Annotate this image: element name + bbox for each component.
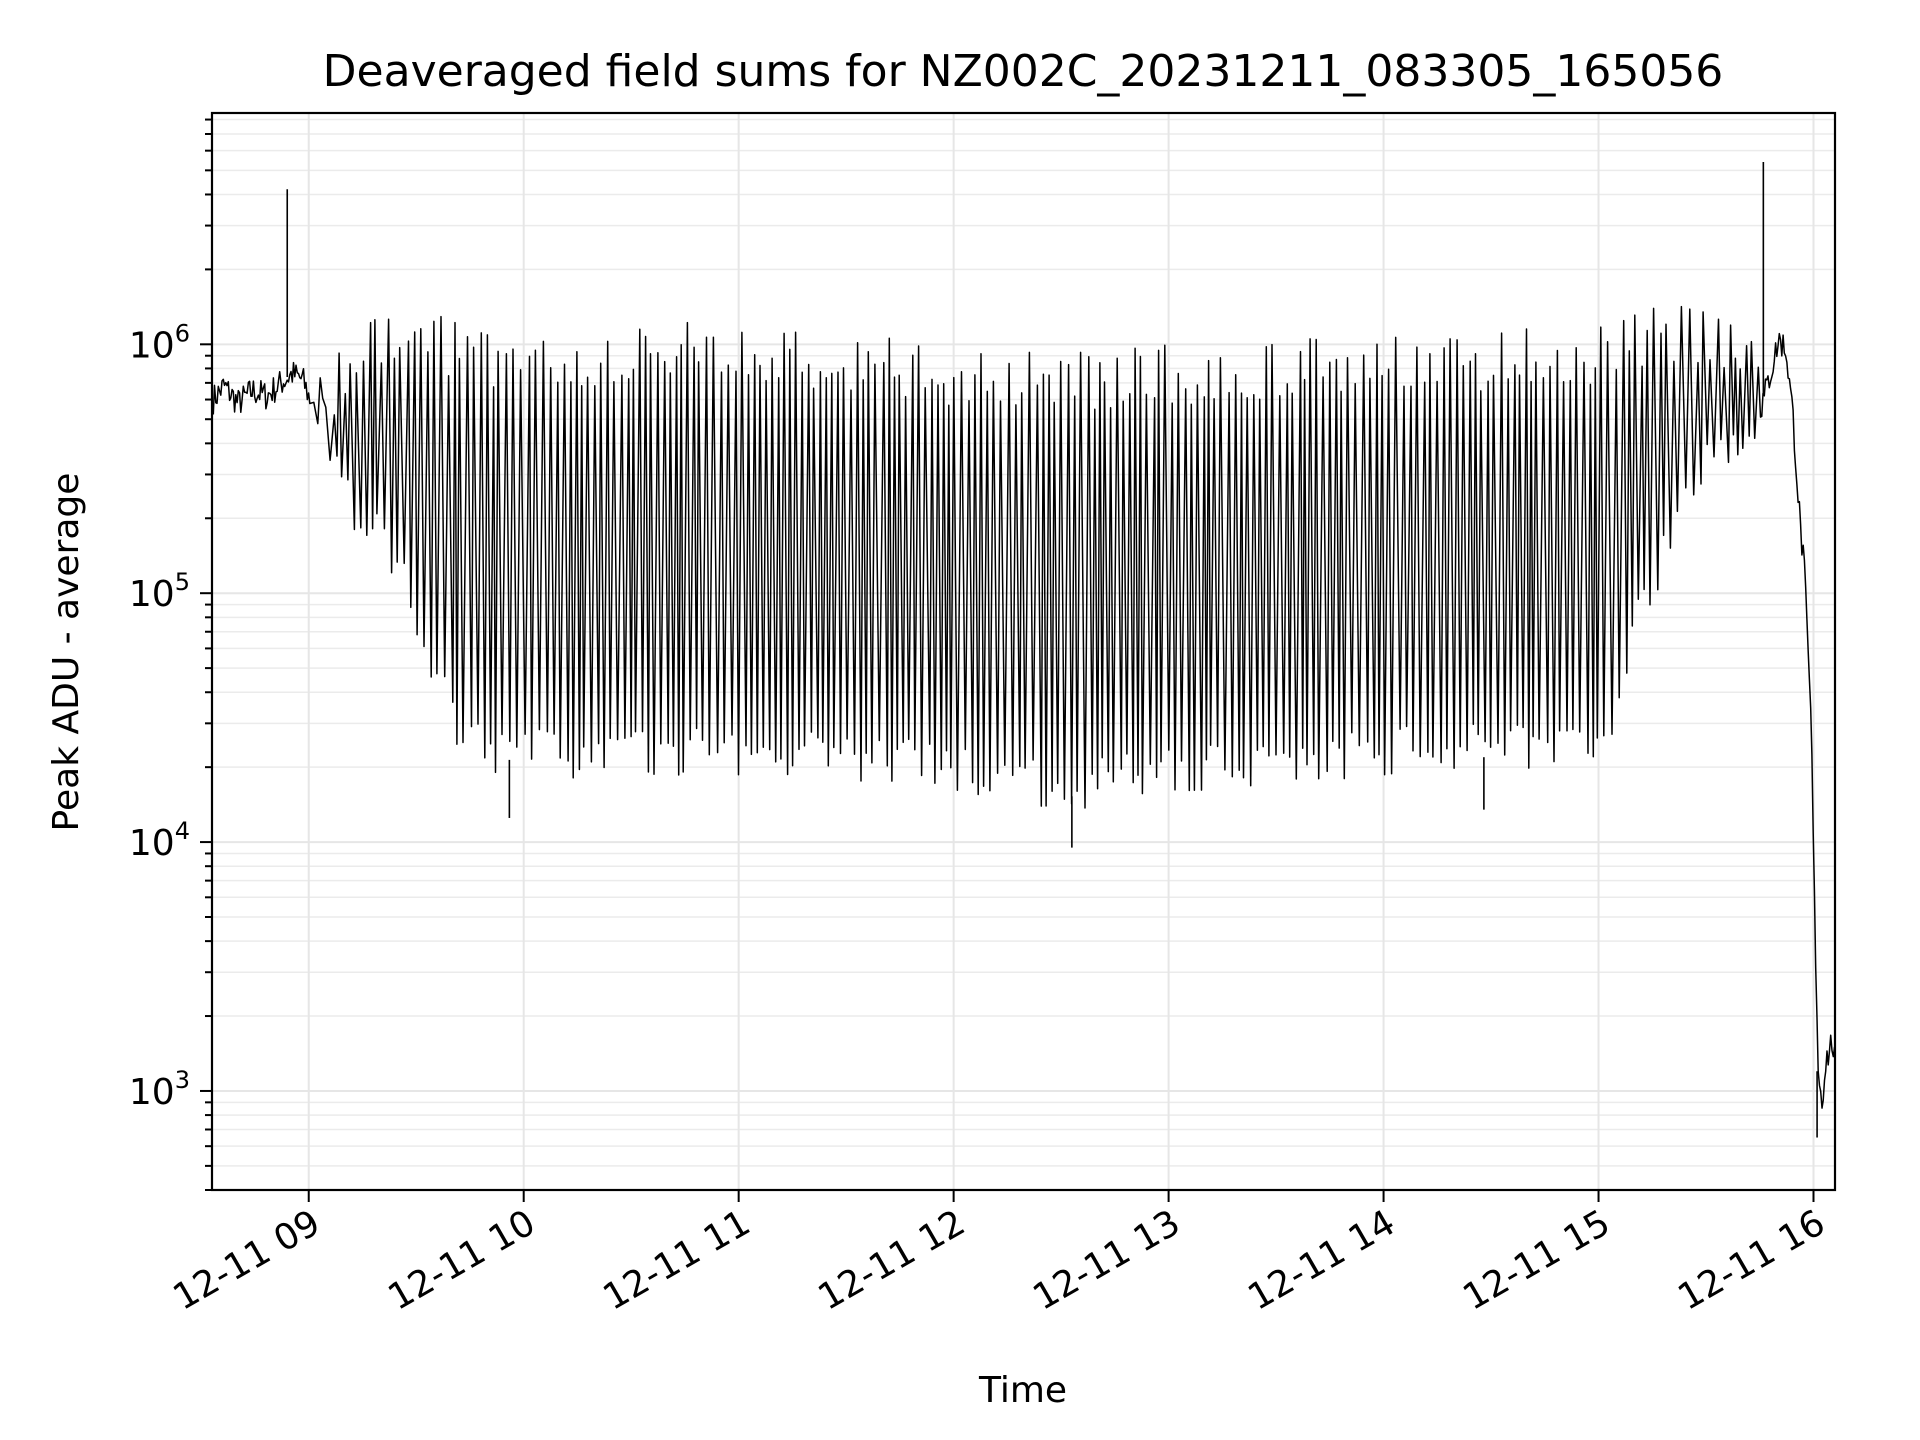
x-tick-label: 12-11 14	[1241, 1202, 1402, 1318]
x-axis-label: Time	[978, 1370, 1067, 1411]
chart-title: Deaveraged field sums for NZ002C_2023121…	[323, 46, 1724, 97]
axis-ticks: 103 104 105 106 12-11 09 12-11 10 12-11 11 12-1…	[129, 118, 1832, 1319]
y-tick-label: 103	[129, 1066, 190, 1113]
x-tick-label: 12-11 09	[167, 1202, 328, 1318]
plot-frame	[210, 111, 1837, 1192]
y-tick-label: 104	[129, 817, 190, 864]
y-tick-label: 106	[129, 319, 190, 366]
x-tick-label: 12-11 12	[811, 1202, 972, 1318]
x-tick-label: 12-11 13	[1026, 1202, 1187, 1318]
series-spikes	[286, 162, 1818, 1138]
series-line	[212, 305, 1836, 1109]
x-tick-label: 12-11 15	[1456, 1202, 1617, 1318]
y-axis-label: Peak ADU - average	[46, 473, 87, 832]
x-tick-label: 12-11 16	[1671, 1202, 1832, 1318]
y-tick-label: 105	[129, 568, 190, 615]
x-tick-label: 12-11 11	[596, 1202, 757, 1318]
x-tick-label: 12-11 10	[382, 1202, 543, 1318]
